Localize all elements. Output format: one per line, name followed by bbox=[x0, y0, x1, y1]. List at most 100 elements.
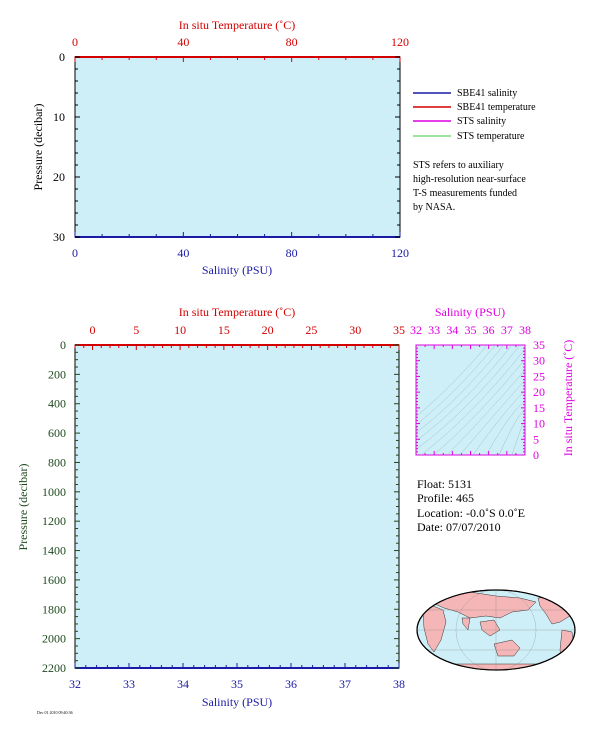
ts-density-contour bbox=[524, 431, 525, 455]
ts-top-tick-label: 34 bbox=[446, 323, 458, 337]
legend-item-sbe41-salinity: SBE41 salinity bbox=[413, 88, 517, 99]
ts-top-tick-label: 38 bbox=[519, 323, 531, 337]
full-left-tick-group: 0 200 400 600 800 1000 1200 1400 1600 1800 2000 220… bbox=[42, 338, 399, 675]
ts-density-contour bbox=[498, 411, 525, 455]
ts-top-tick-label: 32 bbox=[410, 323, 422, 337]
ts-density-contour bbox=[485, 400, 525, 455]
sts-note-line-4: by NASA. bbox=[413, 202, 455, 213]
full-left-tick-label: 1600 bbox=[42, 573, 66, 587]
map-land-se-asia bbox=[479, 619, 501, 637]
ts-density-contour bbox=[420, 348, 525, 455]
upper-profile-chart: 0 40 80 120 0 40 80 120 0 10 20 30 In situ Temper… bbox=[31, 18, 409, 277]
upper-left-tick-label: 30 bbox=[53, 230, 65, 244]
map-land-australia bbox=[493, 639, 521, 657]
upper-top-tick-label: 0 bbox=[72, 35, 78, 49]
full-left-tick-label: 1800 bbox=[42, 602, 66, 616]
legend-item-sts-salinity: STS salinity bbox=[413, 116, 506, 127]
full-bottom-tick-label: 34 bbox=[177, 677, 189, 691]
profile-number: Profile: 465 bbox=[417, 491, 474, 505]
ts-right-tick-label: 35 bbox=[533, 338, 545, 352]
full-left-tick-label: 600 bbox=[48, 426, 66, 440]
ts-right-tick-label: 10 bbox=[533, 417, 545, 431]
full-top-tick-label: 5 bbox=[133, 323, 139, 337]
full-bottom-tick-label: 35 bbox=[231, 677, 243, 691]
map-graticule bbox=[417, 590, 575, 670]
upper-left-axis-title: Pressure (decibar) bbox=[31, 104, 45, 191]
upper-top-tick-label: 80 bbox=[286, 35, 298, 49]
full-top-tick-label: 25 bbox=[305, 323, 317, 337]
full-bottom-tick-label: 32 bbox=[69, 677, 81, 691]
upper-left-tick-label: 0 bbox=[59, 50, 65, 64]
ts-density-contour bbox=[416, 345, 488, 417]
legend-label-sts-salinity: STS salinity bbox=[457, 116, 506, 127]
footer-timestamp: Dec 01 2010 09:40:36 bbox=[37, 710, 73, 715]
ts-top-tick-label: 36 bbox=[483, 323, 495, 337]
full-top-tick-label: 0 bbox=[90, 323, 96, 337]
ts-top-tick-group: 32 33 34 35 36 37 38 bbox=[410, 323, 531, 455]
upper-bottom-tick-label: 120 bbox=[391, 246, 409, 260]
full-bottom-tick-label: 38 bbox=[393, 677, 405, 691]
upper-bottom-tick-label: 80 bbox=[286, 246, 298, 260]
full-top-tick-label: 15 bbox=[218, 323, 230, 337]
full-bottom-axis-title: Salinity (PSU) bbox=[202, 695, 272, 709]
upper-bottom-axis-title: Salinity (PSU) bbox=[202, 263, 272, 277]
ts-density-contours bbox=[416, 345, 525, 455]
ts-density-contour bbox=[459, 380, 525, 455]
ts-plot-area bbox=[415, 344, 526, 456]
location-map bbox=[416, 589, 576, 671]
full-left-tick-label: 0 bbox=[60, 338, 66, 352]
full-bottom-tick-label: 33 bbox=[123, 677, 135, 691]
full-left-tick-label: 1000 bbox=[42, 485, 66, 499]
legend-label-sbe41-temperature: SBE41 temperature bbox=[457, 102, 536, 113]
upper-left-tick-label: 20 bbox=[53, 170, 65, 184]
ts-density-contour bbox=[416, 345, 513, 442]
ts-top-tick-label: 33 bbox=[428, 323, 440, 337]
full-top-tick-group: 0 5 10 15 20 25 30 35 bbox=[74, 323, 405, 350]
upper-top-tick-label: 40 bbox=[177, 35, 189, 49]
ts-right-tick-label: 20 bbox=[533, 385, 545, 399]
full-left-tick-label: 200 bbox=[48, 367, 66, 381]
ts-right-tick-label: 5 bbox=[533, 432, 539, 446]
upper-bottom-tick-label: 40 bbox=[177, 246, 189, 260]
ts-right-tick-label: 15 bbox=[533, 401, 545, 415]
full-left-tick-label: 2200 bbox=[42, 661, 66, 675]
full-left-tick-label: 800 bbox=[48, 455, 66, 469]
legend: SBE41 salinity SBE41 temperature STS sal… bbox=[413, 88, 536, 213]
ts-right-tick-label: 30 bbox=[533, 354, 545, 368]
full-top-tick-label: 30 bbox=[349, 323, 361, 337]
full-bottom-tick-group: 32 33 34 35 36 37 38 bbox=[69, 663, 405, 691]
sts-note-line-3: T-S measurements funded bbox=[413, 188, 517, 199]
ts-density-contour bbox=[433, 359, 525, 455]
full-top-tick-label: 10 bbox=[174, 323, 186, 337]
sts-note-line-2: high-resolution near-surface bbox=[413, 174, 526, 185]
upper-left-tick-label: 10 bbox=[53, 110, 65, 124]
full-bottom-tick-label: 37 bbox=[339, 677, 351, 691]
ts-top-axis-title: Salinity (PSU) bbox=[435, 305, 505, 319]
ts-density-contour bbox=[416, 345, 496, 425]
full-plot-area bbox=[74, 344, 400, 669]
full-top-tick-label: 20 bbox=[262, 323, 274, 337]
ts-top-tick-label: 35 bbox=[465, 323, 477, 337]
upper-top-axis-title: In situ Temperature (˚C) bbox=[179, 18, 296, 32]
ts-right-tick-label: 25 bbox=[533, 369, 545, 383]
ts-right-axis-title: In situ Temperature (˚C) bbox=[561, 340, 575, 457]
map-outline bbox=[416, 589, 576, 671]
full-left-tick-label: 1200 bbox=[42, 514, 66, 528]
map-land-africa bbox=[422, 605, 447, 653]
full-top-axis-title: In situ Temperature (˚C) bbox=[179, 305, 296, 319]
legend-item-sbe41-temperature: SBE41 temperature bbox=[413, 102, 536, 113]
ts-density-contour bbox=[416, 345, 504, 433]
upper-top-tick-group: 0 40 80 120 bbox=[72, 35, 409, 62]
ts-density-contour bbox=[472, 390, 525, 455]
upper-plot-area bbox=[74, 56, 401, 238]
upper-bottom-tick-group: 0 40 80 120 bbox=[72, 232, 409, 260]
full-left-tick-label: 2000 bbox=[42, 632, 66, 646]
upper-left-tick-group: 0 10 20 30 bbox=[53, 50, 400, 244]
full-top-tick-label: 35 bbox=[393, 323, 405, 337]
ts-top-tick-label: 37 bbox=[501, 323, 513, 337]
date-readout: Date: 07/07/2010 bbox=[417, 520, 501, 534]
legend-item-sts-temperature: STS temperature bbox=[413, 131, 525, 142]
upper-top-tick-label: 120 bbox=[391, 35, 409, 49]
